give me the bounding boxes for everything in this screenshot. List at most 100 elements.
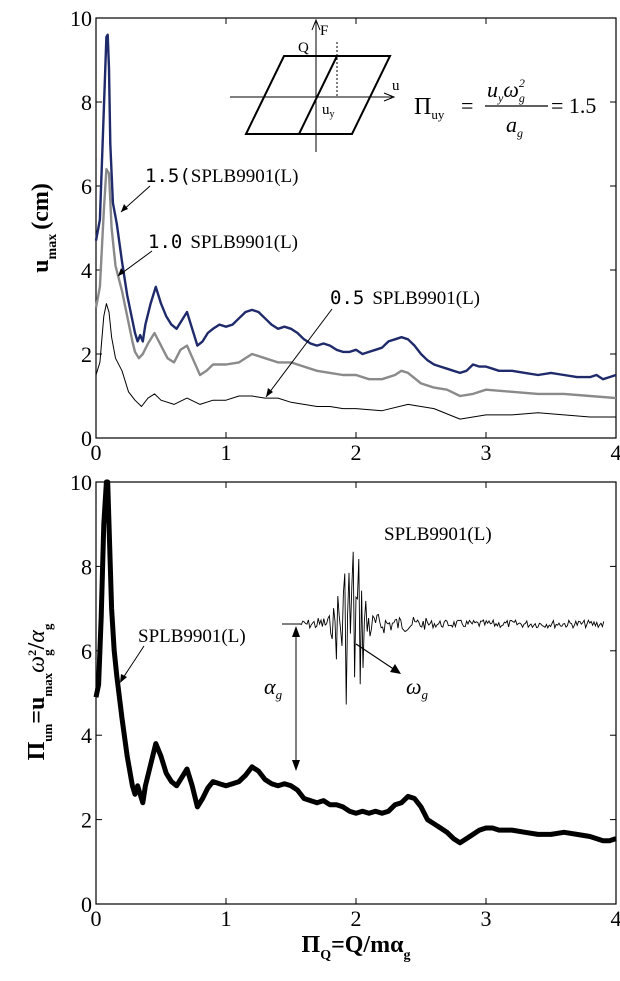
omega-arrow-line — [355, 643, 399, 673]
inset-u-label: u — [392, 78, 400, 94]
top-x-tick-label: 3 — [481, 440, 492, 465]
formula-num-omega-sup: 2 — [519, 76, 525, 90]
label-15-paren: ( — [179, 165, 190, 187]
formula-denominator: ag — [506, 112, 523, 140]
bottom-ticks: 0 1 2 3 4 0 2 4 6 8 10 — [70, 470, 620, 931]
x-label-pi-sub: Q — [320, 948, 331, 963]
bottom-y-label-pi: Π — [24, 741, 50, 760]
formula-num-sub: y — [497, 91, 504, 105]
bottom-y-tick-label: 0 — [81, 892, 92, 917]
bottom-curve-arrow-line — [120, 645, 145, 682]
bottom-y-tick-label: 6 — [81, 639, 92, 664]
bottom-x-tick-label: 1 — [221, 906, 232, 931]
x-label-rest-sub: g — [403, 948, 410, 963]
top-series-line — [95, 303, 616, 420]
bottom-y-label-slash: / — [24, 642, 50, 650]
arrow-05-head-icon — [266, 388, 273, 397]
top-y-axis-label: umax (cm) — [28, 183, 60, 273]
bottom-x-tick-label: 4 — [611, 906, 620, 931]
formula-rhs: = 1.5 — [551, 93, 596, 118]
hysteresis-elastic-branch — [298, 55, 338, 135]
omega-label-sub: g — [422, 687, 429, 702]
bottom-y-label-pi-sub: um — [40, 724, 55, 742]
ground-motion-trace — [299, 551, 605, 705]
label-05-num: 0.5 — [330, 287, 364, 309]
top-y-tick-label: 2 — [81, 342, 92, 367]
inset-uy-main: u — [322, 102, 330, 118]
top-y-tick-label: 4 — [81, 258, 92, 283]
x-label-rest: =Q/mα — [331, 932, 404, 958]
formula-lhs-sub: uy — [431, 107, 445, 122]
bottom-y-label-omega-sub: g — [40, 649, 55, 656]
x-label-pi: Π — [302, 932, 321, 958]
bottom-plot-frame — [95, 481, 617, 905]
label-05: 0.5 SPLB9901(L) — [330, 287, 480, 309]
formula-num-omega: ω — [503, 77, 519, 102]
top-y-tick-label: 10 — [70, 6, 92, 31]
formula-den-a: a — [506, 112, 517, 137]
arrow-10-head-icon — [118, 268, 125, 276]
inset-y-arrow-icon — [311, 18, 321, 31]
label-15: 1.5(SPLB9901(L) — [145, 165, 298, 187]
ground-motion-inset: αg ωg SPLB9901(L) — [264, 524, 605, 771]
bottom-y-label-omega-sup: 2 — [25, 650, 39, 656]
arrow-15-head-icon — [121, 204, 128, 212]
top-annotations: 1.5(SPLB9901(L) 1.0 SPLB9901(L) 0.5 SPLB99… — [117, 165, 480, 398]
top-x-tick-label: 0 — [91, 440, 102, 465]
formula-equals: = — [461, 93, 473, 118]
top-y-tick-label: 6 — [81, 174, 92, 199]
top-series — [94, 33, 617, 420]
label-15-num: 1.5 — [145, 165, 179, 187]
bottom-y-label-alpha: α — [24, 630, 50, 643]
inset-f-label: F — [320, 23, 328, 39]
bottom-y-label-max: max — [40, 672, 55, 696]
record-label: SPLB9901(L) — [384, 524, 492, 545]
top-y-label-unit: (cm) — [28, 183, 54, 230]
alpha-arrow-down-icon — [292, 760, 300, 771]
top-x-tick-label: 1 — [221, 440, 232, 465]
bottom-y-tick-label: 2 — [81, 808, 92, 833]
inset-uy-label: uy — [322, 102, 335, 120]
top-y-label-sub: max — [45, 234, 60, 260]
top-x-tick-label: 2 — [351, 440, 362, 465]
label-15-record: SPLB9901(L) — [191, 166, 299, 187]
top-series-line — [94, 33, 617, 381]
bottom-x-tick-label: 2 — [351, 906, 362, 931]
top-series-line — [94, 167, 617, 400]
inset-x-arrow-icon — [383, 92, 396, 102]
inset-q-label: Q — [298, 40, 309, 56]
hysteresis-loop — [244, 55, 392, 135]
omega-arrow-head-icon — [390, 664, 401, 674]
formula-den-sub: g — [517, 126, 523, 140]
top-y-tick-label: 8 — [81, 90, 92, 115]
bottom-y-label-eq-u: =u — [24, 697, 50, 724]
alpha-arrow-up-icon — [292, 626, 300, 637]
label-05-record: SPLB9901(L) — [372, 288, 480, 309]
bottom-series — [93, 479, 617, 846]
top-x-tick-label: 4 — [611, 440, 620, 465]
alpha-label: αg — [264, 674, 283, 702]
bottom-y-axis-label: Πum=umaxω2g/αg — [24, 623, 55, 760]
inset-uy-sub: y — [330, 109, 335, 120]
bottom-x-tick-label: 3 — [481, 906, 492, 931]
bottom-y-tick-label: 10 — [70, 470, 92, 495]
formula-numerator: uyωg2 — [487, 76, 525, 105]
formula-num-u: u — [487, 77, 498, 102]
bottom-curve-label: SPLB9901(L) — [138, 626, 246, 647]
top-ticks: 0 1 2 3 4 0 2 4 6 8 10 — [70, 6, 620, 465]
alpha-label-main: α — [264, 674, 276, 699]
label-10-record: SPLB9901(L) — [190, 232, 298, 253]
bottom-x-axis-label: ΠQ=Q/mαg — [302, 932, 411, 963]
bottom-y-label-omega: ω — [24, 656, 50, 673]
omega-label: ωg — [406, 674, 429, 702]
top-y-label-main: u — [28, 259, 54, 272]
pi-uy-formula: Πuy = uyωg2 ag = 1.5 — [414, 76, 596, 140]
bottom-y-tick-label: 4 — [81, 723, 92, 748]
hysteresis-inset: Q F u uy — [230, 18, 400, 152]
formula-num-omega-sub: g — [519, 91, 525, 105]
label-10: 1.0 SPLB9901(L) — [148, 231, 298, 253]
bottom-x-tick-label: 0 — [91, 906, 102, 931]
